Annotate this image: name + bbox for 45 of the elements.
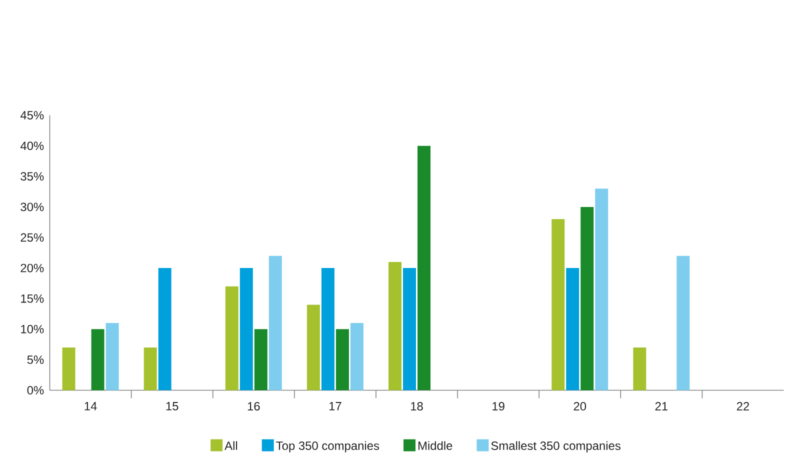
y-tick-label: 10%	[21, 324, 44, 334]
bar	[418, 146, 431, 390]
legend-label: All	[224, 441, 238, 450]
bar	[321, 268, 334, 390]
bar	[388, 262, 402, 390]
bar	[633, 347, 646, 390]
bar	[580, 206, 594, 390]
bar	[403, 268, 416, 390]
bar	[595, 188, 608, 390]
bar	[158, 268, 172, 390]
bar	[350, 322, 364, 390]
y-tick-label: 30%	[20, 202, 44, 211]
bar	[676, 256, 690, 390]
x-tick-label: 14	[84, 402, 97, 410]
x-tick-label: 19	[492, 402, 504, 410]
y-tick-label: 40%	[20, 141, 44, 150]
x-tick-label: 17	[329, 402, 342, 410]
bar	[566, 268, 580, 390]
y-tick-label: 20%	[20, 264, 44, 272]
legend-label: Top 350 companies	[276, 441, 380, 452]
y-tick-label: 0%	[27, 386, 44, 394]
y-tick-label: 45%	[20, 110, 44, 120]
bar	[91, 328, 104, 390]
bar	[106, 322, 119, 390]
x-tick-label: 20	[574, 402, 586, 410]
bar	[240, 268, 253, 390]
bar	[144, 347, 157, 390]
x-tick-label: 18	[411, 402, 423, 410]
x-tick-label: 15	[166, 402, 178, 410]
bar	[254, 328, 268, 390]
legend-label: Middle	[418, 441, 452, 450]
y-tick-label: 5%	[27, 355, 44, 364]
bar	[306, 304, 320, 390]
bar	[268, 256, 282, 390]
bar	[62, 347, 76, 390]
y-tick-label: 15%	[21, 294, 44, 303]
y-tick-label: 35%	[20, 172, 44, 180]
bar	[225, 286, 238, 390]
x-tick-label: 21	[655, 402, 668, 410]
legend-label: Smallest 350 companies	[491, 441, 620, 452]
x-tick-label: 16	[248, 402, 260, 410]
bar	[552, 218, 565, 390]
bar	[336, 328, 349, 390]
y-tick-label: 25%	[20, 233, 44, 242]
x-tick-label: 22	[736, 402, 750, 410]
